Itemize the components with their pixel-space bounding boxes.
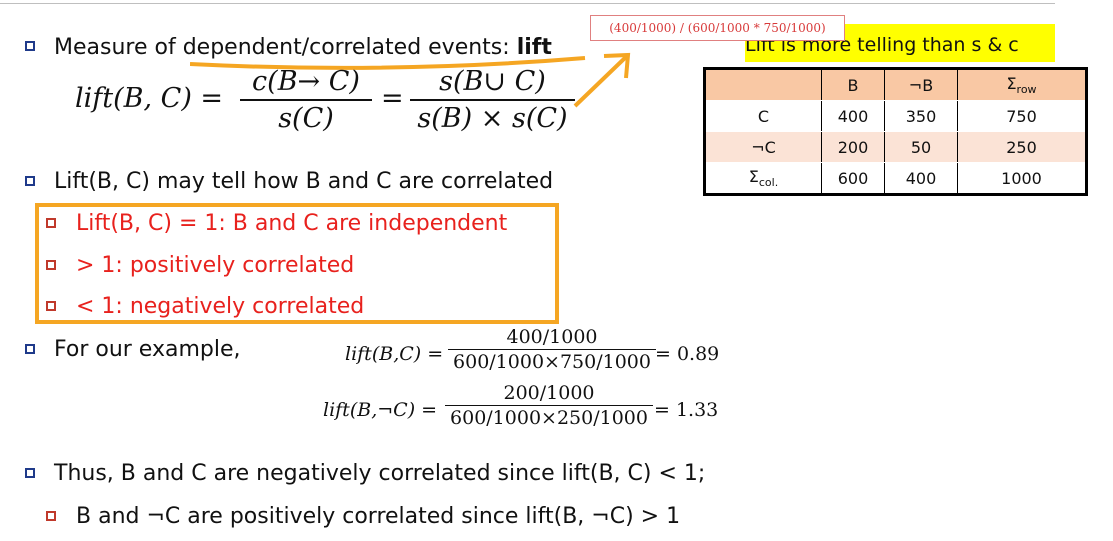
formula-den-2: s(B) × s(C) [417,103,568,134]
orange-highlight-box [35,203,559,324]
sub-bullet-square-icon [46,260,56,270]
formula-fraction-1: c(B→ C) s(C) [240,66,372,134]
table-row: C 400 350 750 [704,100,1087,132]
table-row: ¬C 200 50 250 [704,131,1087,163]
bullet-measure: Measure of dependent/correlated events: … [54,35,552,60]
bullet-square-icon [25,344,35,354]
bullet-thus: Thus, B and C are negatively correlated … [54,461,706,486]
table-header-row: B ¬B Σrow [704,68,1087,101]
example1-fraction: 400/1000 600/1000×750/1000 [448,326,656,373]
example2-num: 200/1000 [503,382,595,404]
orange-arrow-icon [190,52,631,108]
example1-lhs: lift(B,C) = [345,343,444,365]
sub-bullet-square-icon [46,218,56,228]
example2-den: 600/1000×250/1000 [450,407,648,429]
lift-keyword: lift [516,35,552,60]
contingency-table: B ¬B Σrow C 400 350 750 ¬C 200 50 250 Σc… [703,67,1088,196]
sub-bullet-square-icon [46,511,56,521]
bullet-lift-tell: Lift(B, C) may tell how B and C are corr… [54,169,554,194]
example1-num: 400/1000 [506,326,598,348]
sub-bullet-positive: > 1: positively correlated [76,253,355,278]
example2-fraction: 200/1000 600/1000×250/1000 [445,382,653,429]
top-divider [0,3,1055,4]
example1-result: = 0.89 [655,343,720,365]
formula-fraction-2: s(B∪ C) s(B) × s(C) [410,66,575,134]
sub-bullet-negative: < 1: negatively correlated [76,294,365,319]
formula-lhs: lift(B, C) = [75,83,224,114]
calculation-annotation: (400/1000) / (600/1000 * 750/1000) [590,15,845,41]
example2-lhs: lift(B,¬C) = [323,399,438,421]
bullet-square-icon [25,176,35,186]
table-row: Σcol. 600 400 1000 [704,162,1087,195]
sub-bullet-square-icon [46,301,56,311]
bullet-example: For our example, [54,337,241,362]
bullet-square-icon [25,468,35,478]
example2-result: = 1.33 [654,399,719,421]
formula-num-2: s(B∪ C) [439,66,546,97]
formula-num-1: c(B→ C) [252,66,360,97]
formula-den-1: s(C) [278,103,334,134]
formula-eq: = [381,83,404,114]
sub-bullet-independent: Lift(B, C) = 1: B and C are independent [76,211,508,236]
bullet-square-icon [25,41,35,51]
bullet-thus-sub: B and ¬C are positively correlated since… [76,504,681,529]
example1-den: 600/1000×750/1000 [453,351,651,373]
underlined-text: dependent/correlated events [182,35,503,60]
